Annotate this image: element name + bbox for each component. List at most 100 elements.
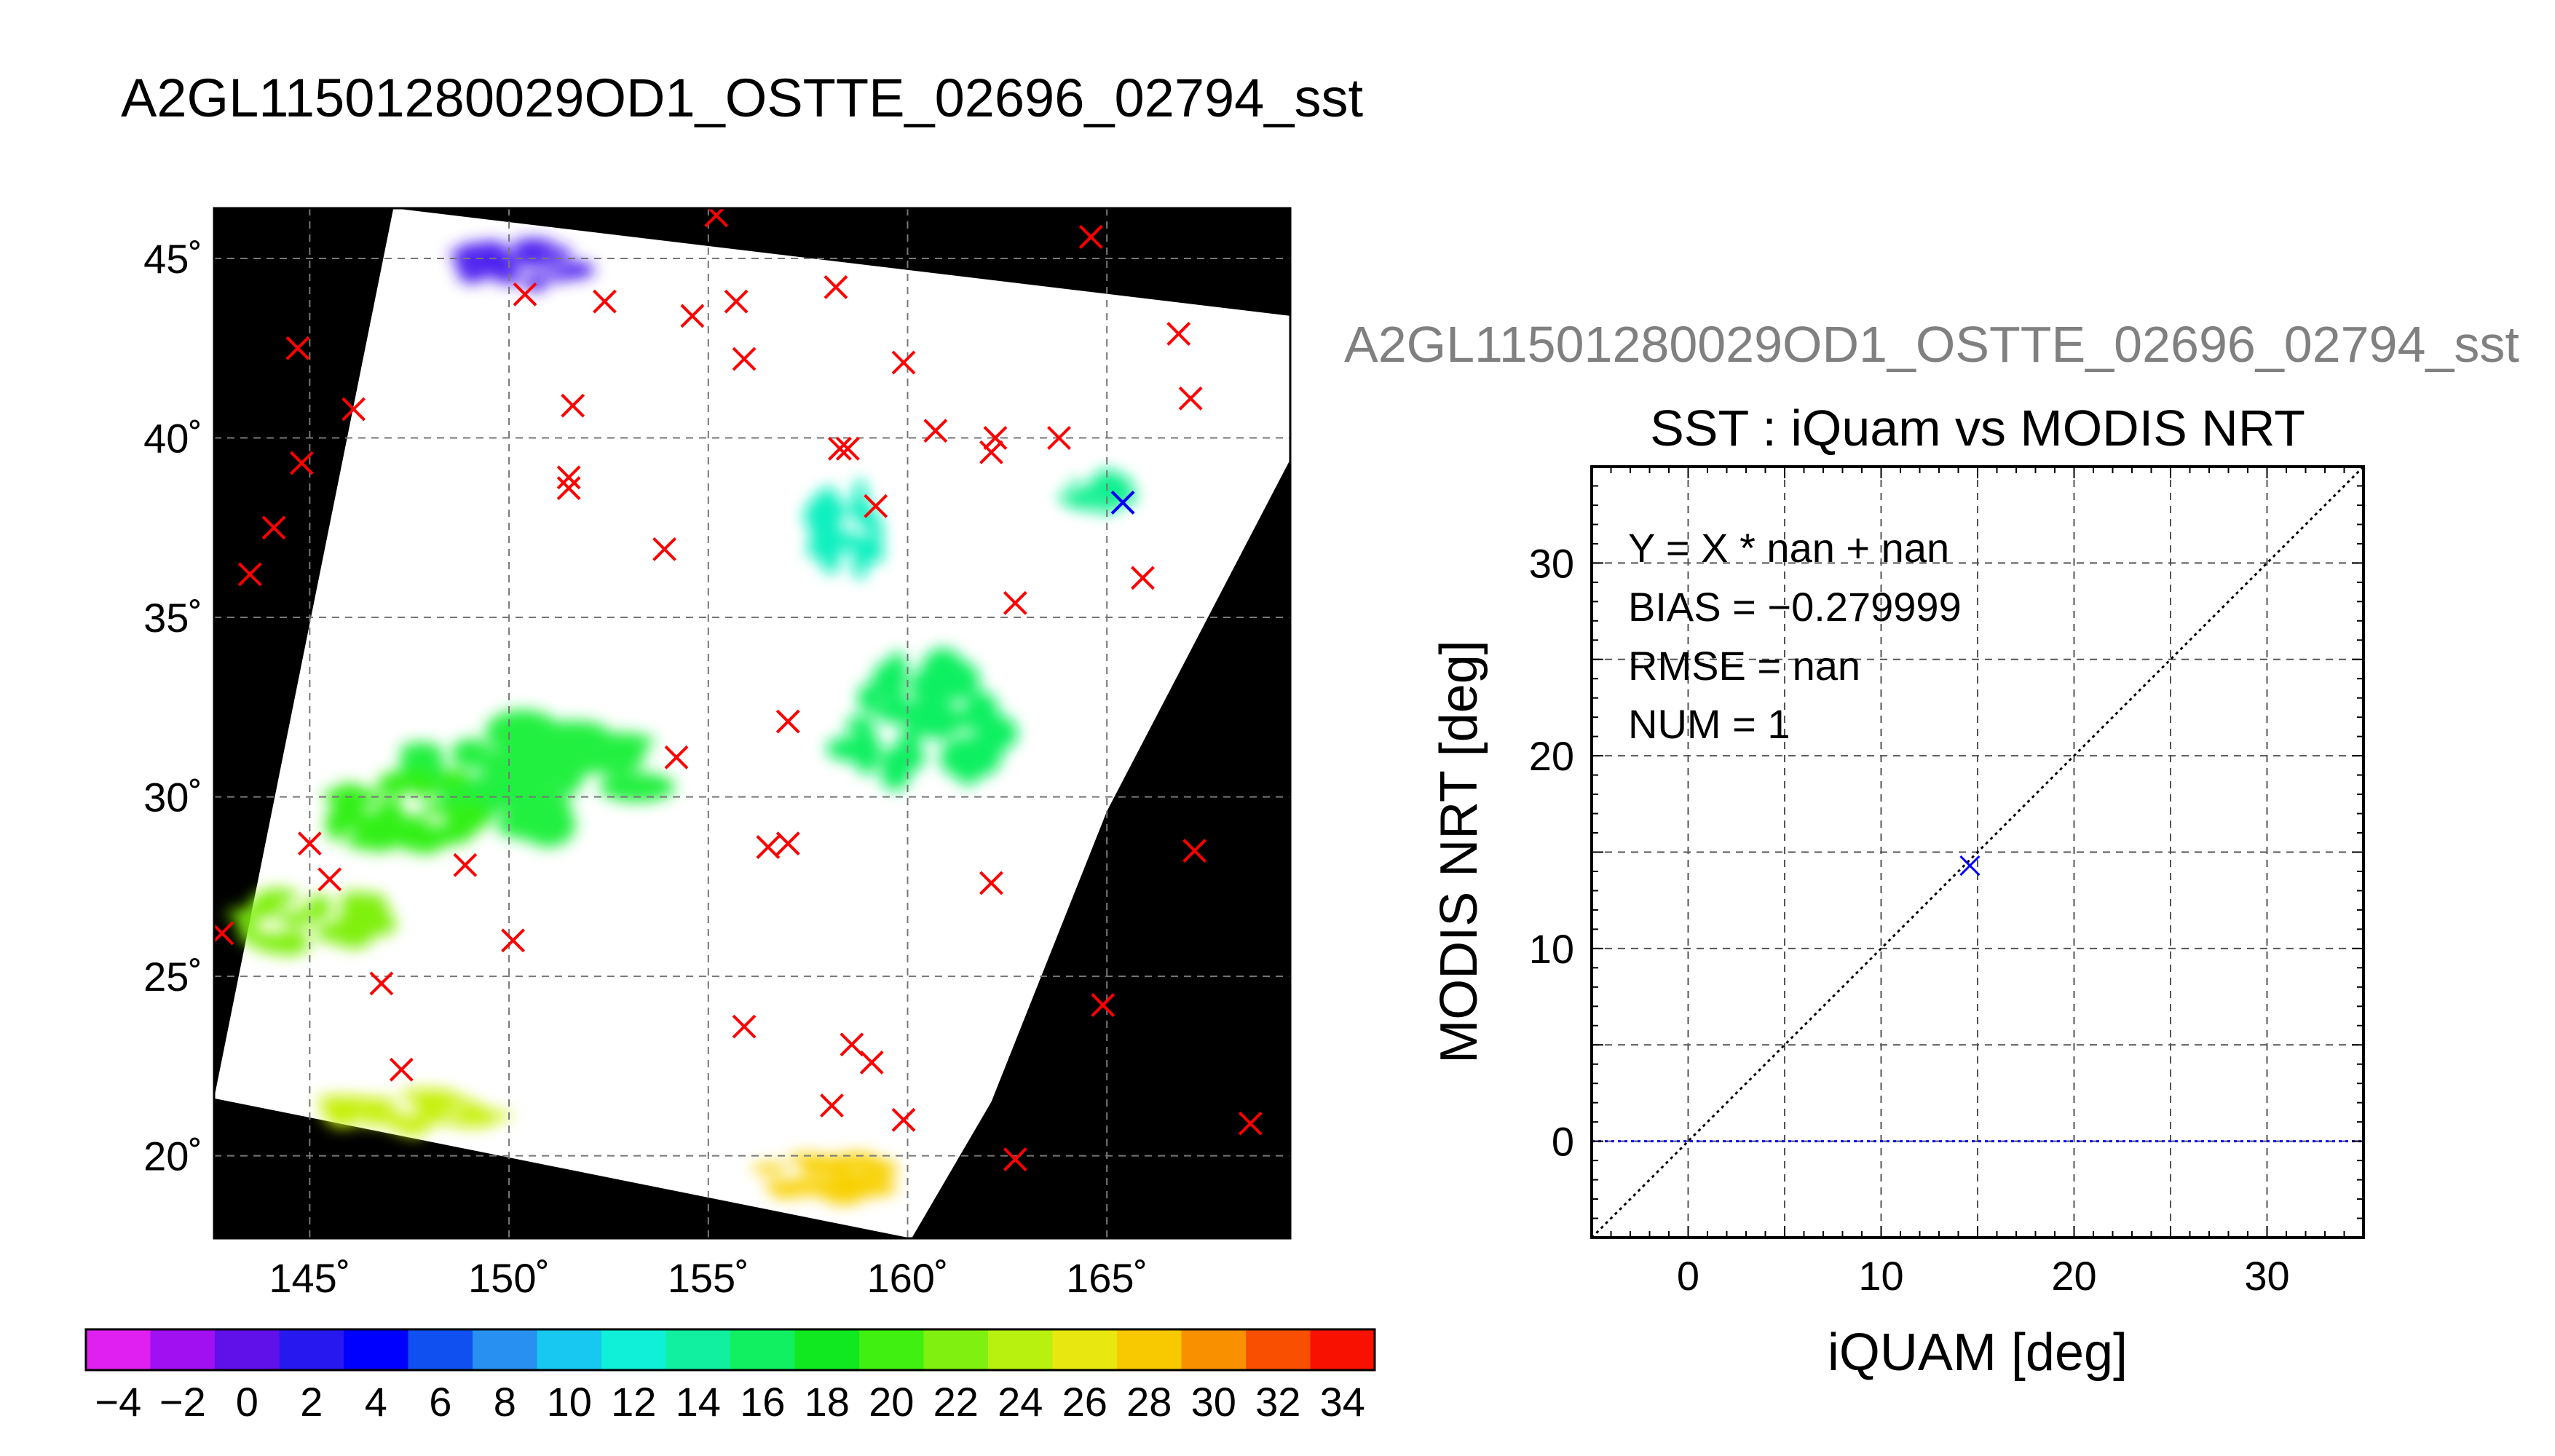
sst-region	[804, 479, 885, 579]
map-marker	[1131, 566, 1155, 590]
map-marker	[1003, 1147, 1027, 1171]
scatter-y-label: MODIS NRT [deg]	[1430, 640, 1488, 1064]
map-marker	[593, 289, 617, 314]
map-marker	[979, 871, 1003, 895]
colorbar-cell	[1117, 1329, 1182, 1370]
map-marker	[840, 1032, 864, 1057]
scatter-y-tick-label: 20	[1529, 733, 1574, 779]
map-marker	[732, 1014, 757, 1039]
scatter-point	[1959, 855, 1981, 877]
scatter-y-ticks: 0 10 20 30	[1529, 540, 1574, 1164]
map-marker	[453, 852, 478, 877]
map-frame	[213, 207, 1292, 1240]
scatter-subtitle: A2GL11501280029OD1_OSTTE_02696_02794_sst	[1344, 316, 2519, 373]
swath-area	[214, 208, 1290, 1238]
map-marker	[1166, 322, 1191, 346]
stats-num: NUM = 1	[1628, 701, 1790, 747]
map-marker	[724, 289, 749, 314]
sst-region	[751, 1152, 898, 1205]
map-marker	[561, 393, 585, 418]
map-x-tick-label: 150˚	[468, 1255, 550, 1301]
map-y-tick-label: 45˚	[143, 236, 202, 282]
colorbar-tick-label: 8	[494, 1379, 516, 1425]
map-y-tick-label: 30˚	[143, 775, 202, 820]
colorbar-cell	[150, 1329, 216, 1370]
map-x-ticks: 145˚ 150˚ 155˚ 160˚ 165˚	[269, 1255, 1148, 1301]
map-marker	[864, 494, 888, 518]
sst-region	[323, 768, 491, 854]
map-marker	[1110, 490, 1135, 515]
map-marker	[859, 1051, 884, 1075]
colorbar-cell	[1052, 1329, 1118, 1370]
colorbar-cell	[408, 1329, 473, 1370]
map-panel: 145˚ 150˚ 155˚ 160˚ 165˚ 20˚ 25˚ 30˚ 35˚ 40˚ 45˚	[143, 207, 1292, 1301]
colorbar-frame	[84, 1328, 1376, 1372]
map-marker	[1182, 839, 1207, 863]
colorbar-tick-label: 30	[1191, 1379, 1236, 1425]
colorbar-cell	[923, 1329, 989, 1370]
map-marker	[680, 304, 705, 328]
map-marker	[1091, 993, 1115, 1017]
map-x-tick-label: 155˚	[668, 1255, 749, 1301]
scatter-points	[1959, 855, 1981, 877]
map-x-tick-label: 160˚	[866, 1255, 948, 1301]
map-y-tick-label: 20˚	[143, 1133, 202, 1179]
map-marker	[704, 208, 729, 228]
colorbar-cell	[473, 1329, 538, 1370]
colorbar: −4 −2 0 2 4 6 8 10 12 14 16 18 20 22 24 26 28 30 32 34	[84, 1328, 1376, 1425]
scatter-y-tick-label: 10	[1529, 926, 1574, 972]
sst-region	[226, 888, 397, 956]
stats-bias: BIAS = −0.279999	[1628, 584, 1962, 630]
stats-fit-equation: Y = X * nan + nan	[1628, 525, 1949, 571]
colorbar-tick-label: 6	[429, 1379, 451, 1425]
colorbar-tick-label: 34	[1320, 1379, 1365, 1425]
map-marker	[389, 1057, 414, 1082]
scatter-x-tick-label: 20	[2051, 1253, 2096, 1299]
map-marker	[1003, 590, 1027, 615]
map-marker	[664, 745, 689, 769]
scatter-title: SST : iQuam vs MODIS NRT	[1650, 400, 2305, 456]
colorbar-tick-label: 12	[611, 1379, 656, 1425]
scatter-panel: A2GL11501280029OD1_OSTTE_02696_02794_sst…	[1344, 316, 2519, 1382]
map-marker	[513, 282, 537, 306]
colorbar-tick-label: 16	[740, 1379, 785, 1425]
stats-rmse: RMSE = nan	[1628, 643, 1860, 689]
map-marker	[237, 562, 262, 587]
map-y-ticks: 20˚ 25˚ 30˚ 35˚ 40˚ 45˚	[143, 236, 202, 1179]
map-marker	[1238, 1111, 1263, 1136]
colorbar-tick-label: 24	[998, 1379, 1043, 1425]
map-marker	[835, 436, 860, 461]
map-marker	[891, 1107, 916, 1132]
map-marker	[261, 515, 286, 540]
map-marker	[824, 275, 848, 299]
colorbar-cell	[666, 1329, 731, 1370]
map-marker	[820, 1093, 844, 1117]
map-marker	[979, 440, 1003, 464]
map-marker	[369, 971, 394, 996]
map-x-tick-label: 145˚	[269, 1255, 350, 1301]
scatter-x-ticks: 0 10 20 30	[1677, 1253, 2290, 1299]
colorbar-labels: −4 −2 0 2 4 6 8 10 12 14 16 18 20 22 24 26 28 30 32 34	[95, 1379, 1365, 1425]
colorbar-tick-label: 22	[933, 1379, 979, 1425]
map-y-tick-label: 40˚	[143, 416, 202, 462]
map-marker	[983, 426, 1008, 450]
colorbar-tick-label: 18	[805, 1379, 850, 1425]
map-x-tick-label: 165˚	[1066, 1255, 1148, 1301]
sst-region	[826, 648, 1018, 791]
map-grid	[214, 208, 1290, 1238]
map-y-tick-label: 25˚	[143, 954, 202, 1000]
colorbar-cell	[794, 1329, 860, 1370]
colorbar-cell	[1310, 1329, 1375, 1370]
scatter-x-label: iQUAM [deg]	[1828, 1324, 2128, 1382]
map-marker	[285, 336, 310, 360]
colorbar-cell	[86, 1329, 151, 1370]
scatter-x-tick-label: 10	[1858, 1253, 1903, 1299]
map-marker	[775, 709, 800, 734]
colorbar-cell	[279, 1329, 344, 1370]
colorbar-cells	[86, 1329, 1375, 1370]
colorbar-tick-label: 4	[365, 1379, 387, 1425]
sst-regions	[226, 238, 1138, 1205]
colorbar-cell	[601, 1329, 667, 1370]
scatter-minor-ticks	[1591, 466, 2364, 1238]
